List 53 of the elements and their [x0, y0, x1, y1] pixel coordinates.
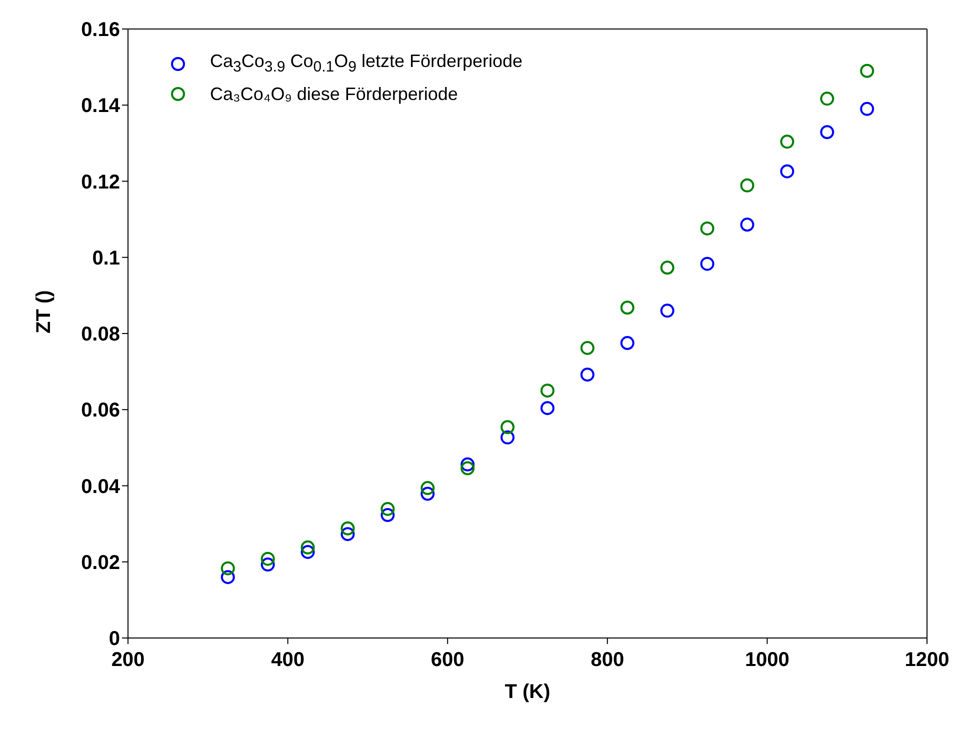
- point: [860, 64, 874, 78]
- x-tick-label: 1200: [904, 649, 950, 672]
- y-tick-label: 0.16: [81, 19, 120, 42]
- point: [380, 508, 395, 522]
- legend-label: Ca₃Co₄O₉ diese Förderperiode: [210, 82, 458, 106]
- point: [660, 260, 674, 275]
- point: [740, 178, 754, 192]
- point: [300, 544, 315, 559]
- point: [700, 221, 714, 236]
- x-axis-title: T (K): [504, 681, 550, 703]
- point: [740, 218, 754, 232]
- point: [260, 558, 275, 572]
- point: [820, 92, 834, 106]
- y-axis-title: ZT (): [33, 290, 56, 334]
- point: [500, 430, 515, 444]
- point: [820, 125, 834, 140]
- point: [580, 368, 594, 382]
- point: [380, 502, 395, 516]
- point: [580, 340, 594, 355]
- point: [300, 540, 315, 554]
- legend-box: Ca$_{3}$Co$_{3.9}$ Co$_{0.1}$O$_{9}$ letzte Förderperiode Ca₃Co₄O₉ diese Förderperiode: [158, 48, 523, 107]
- point: [660, 304, 674, 318]
- point: [540, 384, 554, 398]
- point: [540, 401, 554, 416]
- point: [460, 461, 475, 476]
- x-tick-label: 200: [111, 649, 145, 672]
- point: [340, 527, 355, 542]
- point: [220, 561, 235, 576]
- x-tick-label: 400: [271, 649, 304, 672]
- point: [260, 552, 275, 566]
- y-tick-label: 0.14: [81, 95, 121, 118]
- y-tick-label: 0.06: [81, 400, 120, 422]
- x-tick-label: 800: [590, 649, 624, 672]
- point: [220, 570, 235, 584]
- point: [500, 420, 515, 434]
- point: [780, 164, 794, 178]
- x-tick-label: 1000: [744, 649, 790, 672]
- point: [420, 486, 435, 501]
- y-tick-label: 0.08: [81, 324, 120, 346]
- y-tick-label: 0.1: [92, 247, 120, 270]
- point: [460, 457, 475, 472]
- y-tick-label: 0: [108, 628, 120, 650]
- y-tick-label: 0.04: [81, 476, 121, 498]
- point: [420, 481, 435, 496]
- point: [780, 134, 794, 149]
- y-tick-label: 0.12: [81, 171, 120, 194]
- x-tick-label: 600: [430, 649, 464, 672]
- point: [860, 102, 874, 116]
- point: [340, 521, 355, 536]
- point: [620, 336, 634, 350]
- point: [620, 300, 634, 315]
- point: [700, 256, 714, 271]
- y-tick-label: 0.02: [81, 552, 120, 574]
